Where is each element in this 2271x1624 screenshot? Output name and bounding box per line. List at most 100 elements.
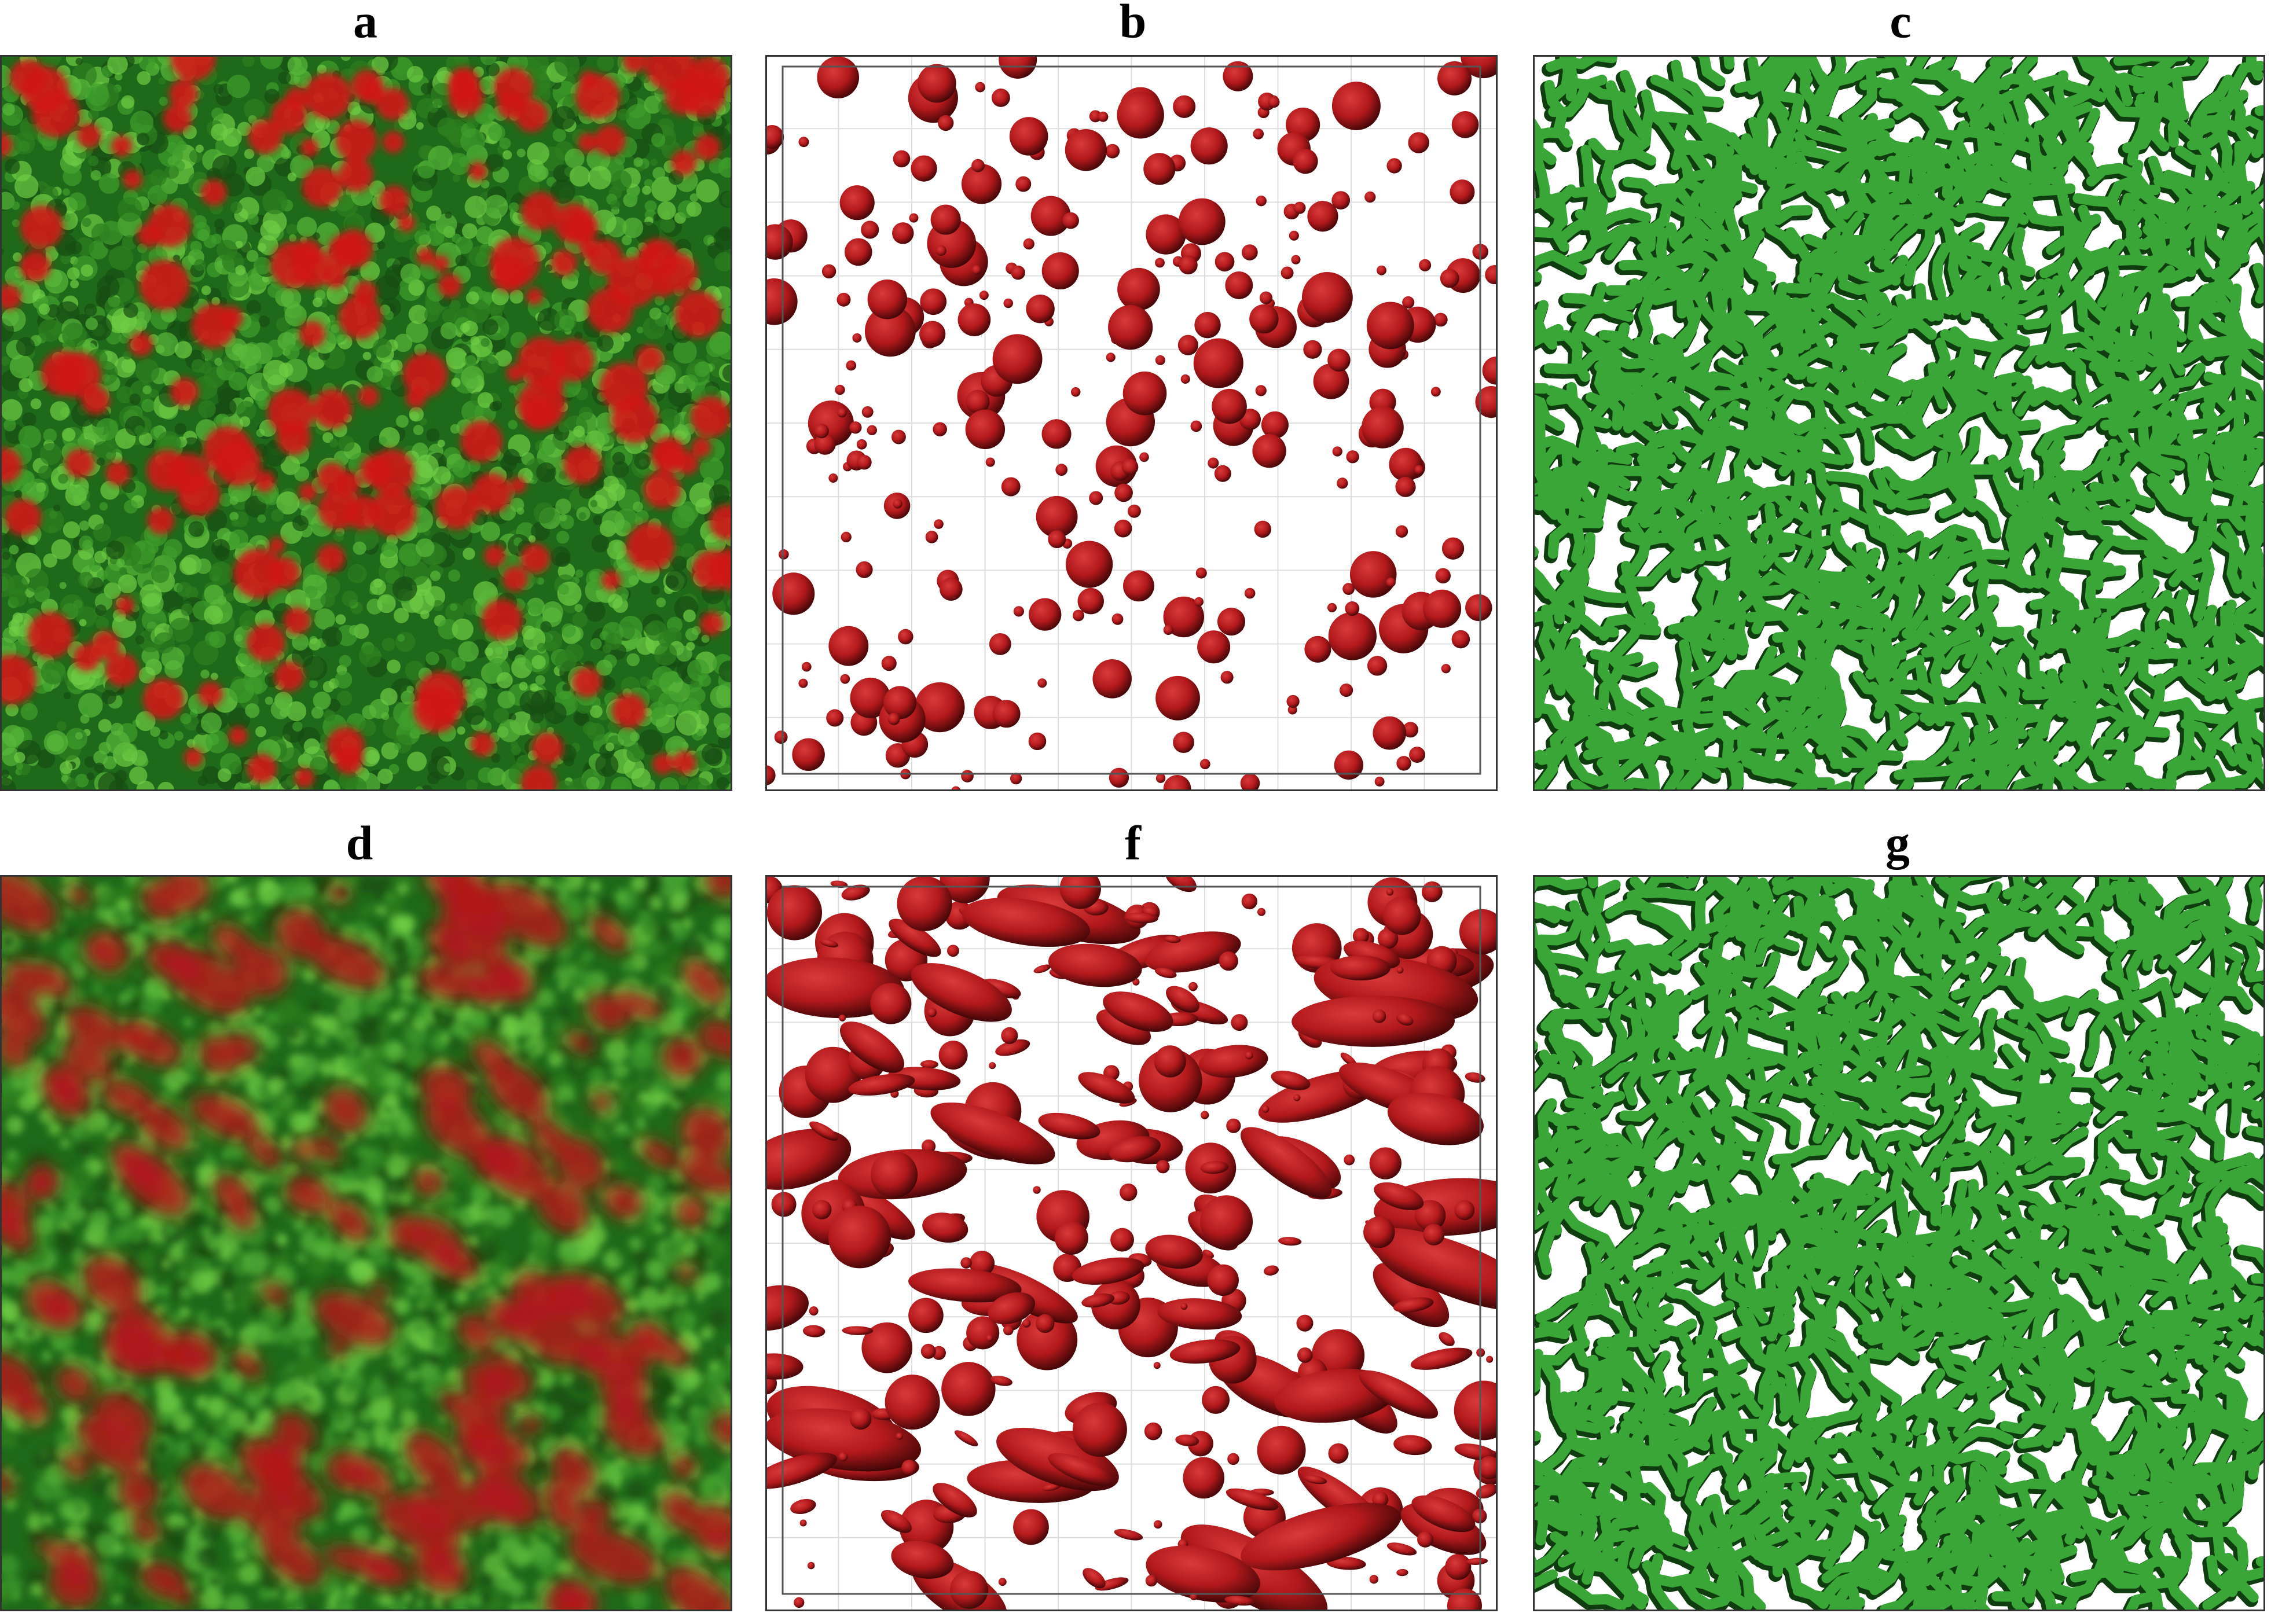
particle <box>1240 773 1260 791</box>
texture-dot <box>461 366 485 390</box>
texture-dot <box>70 280 79 289</box>
particle <box>1303 340 1322 359</box>
texture-dot <box>493 707 509 723</box>
texture-dot <box>39 443 62 465</box>
particle <box>814 433 836 455</box>
texture-dot <box>11 201 20 210</box>
texture-dot <box>411 490 430 508</box>
texture-dot <box>91 441 116 466</box>
texture-dot <box>535 675 545 685</box>
network <box>2187 89 2248 139</box>
network <box>1622 177 1689 217</box>
particle <box>965 409 1006 450</box>
texture-dot <box>562 623 576 638</box>
network <box>1906 723 1963 771</box>
network <box>2235 381 2260 444</box>
texture-dot <box>246 300 261 315</box>
network <box>1619 259 1687 293</box>
texture-dot <box>65 778 78 790</box>
texture-dot <box>688 687 706 705</box>
texture-dot <box>85 317 98 330</box>
texture-dot <box>124 499 138 514</box>
network <box>1562 293 1634 322</box>
texture-dot <box>419 417 427 426</box>
particle <box>933 422 947 436</box>
network <box>1825 235 1887 270</box>
texture-dot <box>337 690 353 706</box>
texture-dot <box>218 297 228 306</box>
texture-dot <box>432 600 444 612</box>
particle <box>1001 477 1021 497</box>
particle <box>1225 271 1253 299</box>
texture-dot <box>485 154 504 172</box>
particle <box>1465 594 1492 622</box>
texture-dot <box>242 55 255 67</box>
network <box>1950 482 2002 539</box>
texture-dot <box>317 64 327 74</box>
network <box>2078 645 2125 696</box>
network <box>1566 449 1615 504</box>
network <box>1544 80 1573 148</box>
cell <box>432 255 450 272</box>
texture-dot <box>123 351 132 360</box>
texture-dot <box>627 192 638 203</box>
network <box>2082 612 2112 681</box>
texture-dot <box>596 659 612 676</box>
network-shadow <box>1976 777 1991 791</box>
texture-dot <box>188 521 204 537</box>
texture-dot <box>229 496 239 505</box>
particle <box>856 439 867 450</box>
texture-dot <box>721 307 732 324</box>
texture-dot <box>262 189 288 215</box>
cell <box>506 364 524 382</box>
particle <box>1334 750 1364 780</box>
texture-dot <box>468 524 478 533</box>
network <box>1671 60 1725 108</box>
network <box>1742 205 1813 225</box>
network <box>2167 75 2187 148</box>
particle <box>1377 265 1386 275</box>
network <box>1687 145 1742 201</box>
network <box>2035 410 2096 456</box>
network <box>1566 78 1638 106</box>
network <box>1988 757 2006 791</box>
texture-dot <box>302 656 328 681</box>
texture-dot <box>559 315 575 331</box>
texture-dot <box>622 235 632 245</box>
network <box>1634 324 1697 356</box>
texture-dot <box>97 457 105 466</box>
texture-dot <box>16 337 35 357</box>
texture-dot <box>100 480 120 500</box>
texture-dot <box>528 602 541 615</box>
texture-dot <box>174 422 187 435</box>
texture-dot <box>495 350 512 367</box>
texture-dot <box>62 322 87 348</box>
network <box>2182 432 2200 506</box>
network <box>1990 195 2034 260</box>
cell <box>0 133 13 157</box>
texture-dot <box>312 232 320 240</box>
texture-dot <box>640 442 648 450</box>
network <box>1787 561 1826 622</box>
texture-dot <box>239 416 251 427</box>
texture-dot <box>1 356 10 366</box>
particle <box>1111 613 1124 625</box>
particle <box>1070 387 1081 397</box>
texture-dot <box>465 291 479 304</box>
texture-dot <box>260 55 283 69</box>
particle <box>1281 266 1294 280</box>
texture-dot <box>12 132 35 155</box>
texture-dot <box>190 241 202 253</box>
texture-dot <box>552 106 576 130</box>
texture-dot <box>654 295 665 306</box>
texture-dot <box>156 431 181 455</box>
texture-dot <box>0 532 10 549</box>
texture-dot <box>258 315 270 328</box>
cell <box>460 420 502 462</box>
network <box>2206 511 2250 572</box>
texture-dot <box>621 332 631 342</box>
network <box>1775 163 1847 192</box>
particle <box>837 407 847 418</box>
texture-dot <box>324 779 339 791</box>
texture-dot <box>108 245 134 271</box>
